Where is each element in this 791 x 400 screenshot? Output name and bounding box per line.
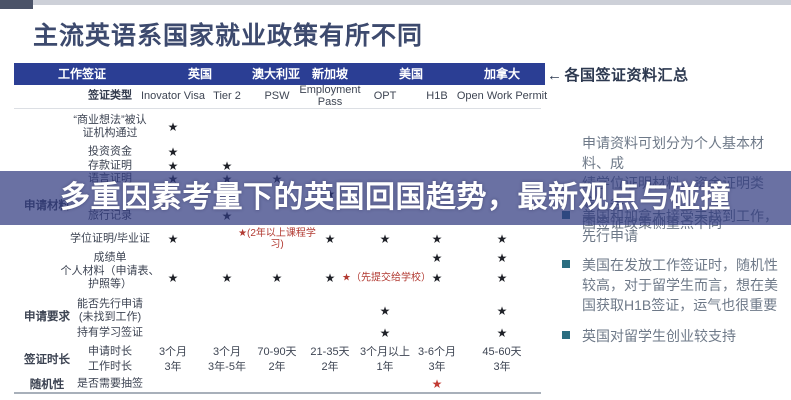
table-header-bar: 工作签证 英国 澳大利亚 新加坡 美国 加拿大 [14, 63, 545, 85]
table-group-label: 签证时长 [24, 354, 70, 366]
column-header-country: 澳大利亚 [251, 67, 300, 81]
cell-value: 2年 [321, 361, 339, 373]
insight-line: 申请资料可划分为个人基本材料、成 [582, 135, 764, 171]
column-header-country: 新加坡 [311, 67, 348, 81]
star-marker: ★ [271, 271, 283, 285]
star-marker: ★ [167, 232, 179, 246]
star-marker: ★ [431, 271, 443, 285]
insight-line: 先行申请 [582, 228, 638, 244]
star-marker: ★ [379, 232, 391, 246]
cell-value: 45-60天 [482, 346, 522, 358]
insight-item: 英国对留学生创业较支持 [582, 326, 782, 346]
star-marker: ★ [324, 271, 336, 285]
insight-line: 英国对留学生创业较支持 [582, 328, 736, 344]
top-left-mark [0, 0, 33, 9]
column-header-country: 英国 [187, 67, 212, 81]
row-label: 能否先行申请 (未找到工作) [77, 298, 143, 323]
red-star-marker: ★ [431, 377, 443, 391]
top-strip [0, 0, 791, 5]
insight-item: 美国在发放工作签证时，随机性 较高，对于留学生而言，想在美 国获取H1B签证，运气也… [582, 255, 782, 315]
star-marker: ★ [496, 271, 508, 285]
insight-line: 较高，对于留学生而言，想在美 [582, 277, 778, 293]
star-marker: ★ [167, 271, 179, 285]
visa-summary-note: ← 各国签证资料汇总 [547, 64, 689, 85]
left-arrow-icon: ← [547, 67, 563, 84]
row-label: 申请时长 [88, 345, 132, 358]
cell-value: 3个月以上 [359, 346, 411, 358]
cell-value: H1B [426, 90, 448, 102]
cell-value: 3个月 [158, 346, 188, 358]
page-title: 主流英语系国家就业政策有所不同 [33, 22, 424, 50]
cell-value: 1年 [376, 361, 394, 373]
red-note: ★（先提交给学校） [342, 272, 431, 284]
cell-value: 3年 [428, 361, 446, 373]
row-divider [14, 108, 541, 109]
star-marker: ★ [379, 304, 391, 318]
star-marker: ★ [379, 326, 391, 340]
star-marker: ★ [221, 159, 233, 173]
bottom-divider [14, 392, 541, 394]
star-marker: ★ [431, 251, 443, 265]
row-label: “商业想法”被认 证机构通过 [73, 114, 147, 139]
cell-value: 21-35天 [310, 346, 350, 358]
banner-overlay: 多重因素考量下的英国回国趋势，最新观点与碰撞 [0, 171, 791, 225]
cell-value: 70-90天 [257, 346, 297, 358]
star-marker: ★ [496, 326, 508, 340]
cell-value: 3-6个月 [418, 346, 456, 358]
row-label: 签证类型 [88, 89, 132, 102]
bullet-square-icon [562, 331, 570, 339]
star-marker: ★ [167, 159, 179, 173]
cell-value: Inovator Visa [140, 90, 205, 102]
cell-value: Employment Pass [299, 84, 361, 108]
star-marker: ★ [431, 232, 443, 246]
star-marker: ★ [324, 232, 336, 246]
star-marker: ★ [496, 304, 508, 318]
cell-value: 3年 [493, 361, 511, 373]
cell-value: 3年 [164, 361, 182, 373]
column-header-country: 加拿大 [483, 67, 520, 81]
cell-value: PSW [264, 90, 290, 102]
star-marker: ★ [167, 120, 179, 134]
column-header-country: 美国 [398, 67, 423, 81]
row-label: 个人材料（申请表、 护照等） [60, 265, 160, 290]
insight-line: 国获取H1B签证，运气也很重要 [582, 297, 778, 313]
row-label: 投资资金 [88, 145, 132, 158]
cell-value: OPT [373, 90, 397, 102]
table-group-label: 申请要求 [24, 311, 70, 323]
banner-title: 多重因素考量下的英国回国趋势，最新观点与碰撞 [60, 181, 731, 214]
row-label: 成绩单 [93, 251, 127, 264]
red-note: ★(2年以上课程学习) [238, 228, 316, 250]
star-marker: ★ [496, 232, 508, 246]
visa-summary-label: 各国签证资料汇总 [564, 67, 689, 84]
row-label: 学位证明/毕业证 [69, 232, 151, 245]
row-label: 工作时长 [88, 360, 132, 373]
cell-value: 3年-5年 [208, 361, 246, 373]
cell-value: 3个月 [212, 346, 242, 358]
star-marker: ★ [167, 145, 179, 159]
row-label: 存款证明 [88, 159, 132, 172]
row-label: 是否需要抽签 [77, 377, 143, 390]
star-marker: ★ [496, 251, 508, 265]
insight-line: 美国在发放工作签证时，随机性 [582, 257, 778, 273]
column-header-corner: 工作签证 [57, 67, 106, 81]
cell-value: 2年 [268, 361, 286, 373]
cell-value: Tier 2 [213, 90, 241, 102]
cell-value: Open Work Permit [456, 90, 548, 102]
star-marker: ★ [221, 271, 233, 285]
table-group-label: 随机性 [29, 379, 65, 391]
row-label: 持有学习签证 [77, 326, 143, 339]
bullet-square-icon [562, 260, 570, 268]
